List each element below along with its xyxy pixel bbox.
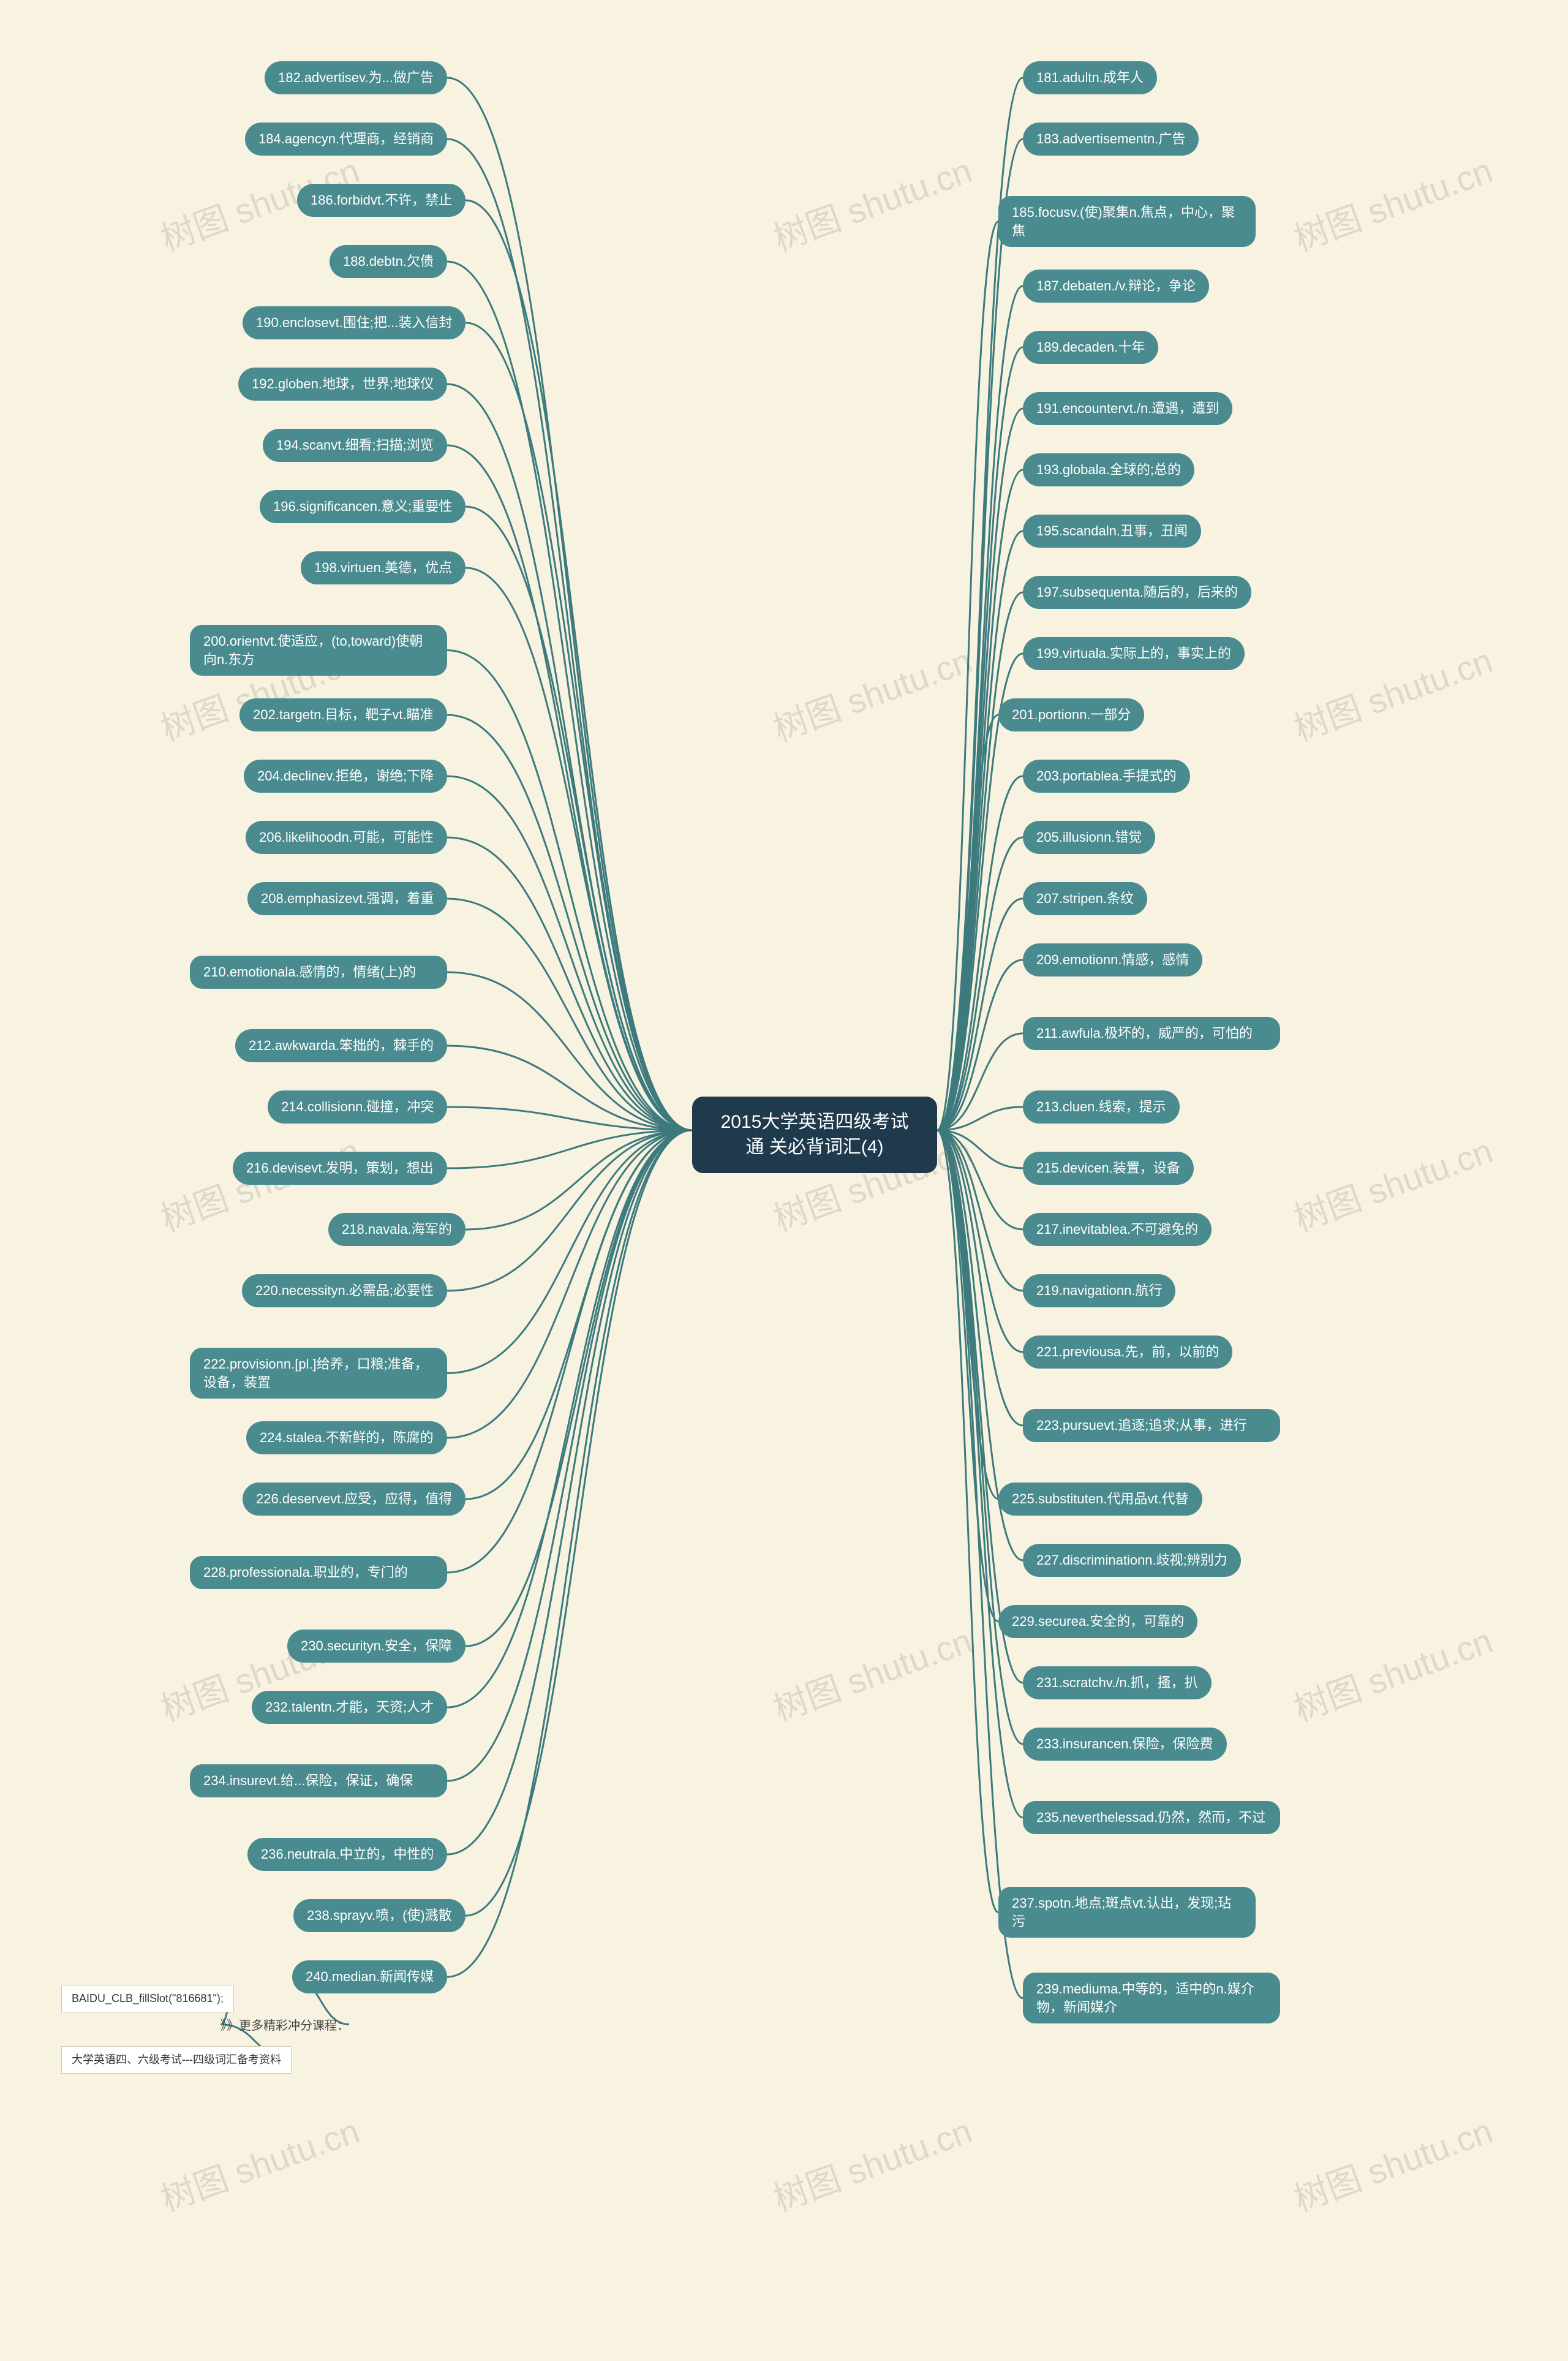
center-node: 2015大学英语四级考试通 关必背词汇(4) bbox=[692, 1097, 937, 1173]
edges-layer bbox=[0, 0, 1568, 2361]
left-node: 194.scanvt.细看;扫描;浏览 bbox=[263, 429, 447, 462]
left-node: 182.advertisev.为...做广告 bbox=[265, 61, 447, 94]
watermark: 树图 shutu.cn bbox=[766, 1614, 978, 1731]
right-node: 189.decaden.十年 bbox=[1023, 331, 1158, 364]
right-node: 205.illusionn.错觉 bbox=[1023, 821, 1155, 854]
left-node: 234.insurevt.给...保险，保证，确保 bbox=[190, 1764, 447, 1797]
left-node: 208.emphasizevt.强调，着重 bbox=[247, 882, 447, 915]
right-node: 199.virtuala.实际上的，事实上的 bbox=[1023, 637, 1245, 670]
right-node: 237.spotn.地点;斑点vt.认出，发现;玷污 bbox=[998, 1887, 1256, 1938]
right-node: 225.substituten.代用品vt.代替 bbox=[998, 1483, 1202, 1516]
left-node: 212.awkwarda.笨拙的，棘手的 bbox=[235, 1029, 447, 1062]
left-node: 220.necessityn.必需品;必要性 bbox=[242, 1274, 447, 1307]
left-node: 224.stalea.不新鲜的，陈腐的 bbox=[246, 1421, 447, 1454]
watermark: 树图 shutu.cn bbox=[153, 2104, 366, 2221]
left-node: 206.likelihoodn.可能，可能性 bbox=[246, 821, 447, 854]
left-node: 210.emotionala.感情的，情绪(上)的 bbox=[190, 956, 447, 989]
right-node: 193.globala.全球的;总的 bbox=[1023, 453, 1194, 486]
right-node: 239.mediuma.中等的，适中的n.媒介物，新闻媒介 bbox=[1023, 1973, 1280, 2023]
right-node: 207.stripen.条纹 bbox=[1023, 882, 1147, 915]
right-node: 201.portionn.一部分 bbox=[998, 698, 1144, 731]
right-node: 187.debaten./v.辩论，争论 bbox=[1023, 270, 1209, 303]
watermark: 树图 shutu.cn bbox=[1286, 143, 1499, 261]
watermark: 树图 shutu.cn bbox=[766, 2104, 978, 2221]
tail-sub-item: 大学英语四、六级考试---四级词汇备考资料 bbox=[61, 2046, 292, 2074]
right-node: 209.emotionn.情感，感情 bbox=[1023, 943, 1202, 977]
right-node: 221.previousa.先，前，以前的 bbox=[1023, 1335, 1232, 1369]
left-node: 198.virtuen.美德，优点 bbox=[301, 551, 466, 584]
left-node: 216.devisevt.发明，策划，想出 bbox=[233, 1152, 447, 1185]
tail-bridge-label: 》》更多精彩冲分课程： bbox=[221, 2015, 349, 2033]
left-node: 226.deservevt.应受，应得，值得 bbox=[243, 1483, 466, 1516]
mindmap-stage: 树图 shutu.cn 树图 shutu.cn 树图 shutu.cn 树图 shut… bbox=[0, 0, 1568, 2361]
right-node: 235.neverthelessad.仍然，然而，不过 bbox=[1023, 1801, 1280, 1834]
right-node: 227.discriminationn.歧视;辨别力 bbox=[1023, 1544, 1241, 1577]
right-node: 231.scratchv./n.抓，搔，扒 bbox=[1023, 1666, 1212, 1699]
left-node: 188.debtn.欠债 bbox=[330, 245, 447, 278]
left-node: 200.orientvt.使适应，(to,toward)使朝向n.东方 bbox=[190, 625, 447, 676]
right-node: 185.focusv.(使)聚集n.焦点，中心，聚焦 bbox=[998, 196, 1256, 247]
left-node: 196.significancen.意义;重要性 bbox=[260, 490, 466, 523]
left-node: 238.sprayv.喷，(使)溅散 bbox=[293, 1899, 466, 1932]
right-node: 191.encountervt./n.遭遇，遭到 bbox=[1023, 392, 1232, 425]
left-node: 214.collisionn.碰撞，冲突 bbox=[268, 1090, 447, 1124]
right-node: 219.navigationn.航行 bbox=[1023, 1274, 1175, 1307]
right-node: 211.awfula.极坏的，威严的，可怕的 bbox=[1023, 1017, 1280, 1050]
tail-sub-item: BAIDU_CLB_fillSlot("816681"); bbox=[61, 1985, 234, 2012]
left-node: 240.median.新闻传媒 bbox=[292, 1960, 447, 1993]
right-node: 197.subsequenta.随后的，后来的 bbox=[1023, 576, 1251, 609]
right-node: 229.securea.安全的，可靠的 bbox=[998, 1605, 1197, 1638]
left-node: 190.enclosevt.围住;把...装入信封 bbox=[243, 306, 466, 339]
left-node: 202.targetn.目标，靶子vt.瞄准 bbox=[239, 698, 447, 731]
watermark: 树图 shutu.cn bbox=[1286, 1614, 1499, 1731]
right-node: 195.scandaln.丑事，丑闻 bbox=[1023, 515, 1201, 548]
right-node: 233.insurancen.保险，保险费 bbox=[1023, 1728, 1227, 1761]
right-node: 183.advertisementn.广告 bbox=[1023, 123, 1199, 156]
left-node: 232.talentn.才能，天资;人才 bbox=[252, 1691, 447, 1724]
right-node: 181.adultn.成年人 bbox=[1023, 61, 1157, 94]
watermark: 树图 shutu.cn bbox=[766, 633, 978, 751]
watermark: 树图 shutu.cn bbox=[1286, 2104, 1499, 2221]
left-node: 222.provisionn.[pl.]给养，口粮;准备，设备，装置 bbox=[190, 1348, 447, 1399]
left-node: 230.securityn.安全，保障 bbox=[287, 1630, 466, 1663]
left-node: 204.declinev.拒绝，谢绝;下降 bbox=[244, 760, 447, 793]
watermark: 树图 shutu.cn bbox=[1286, 1124, 1499, 1241]
right-node: 213.cluen.线索，提示 bbox=[1023, 1090, 1180, 1124]
right-node: 223.pursuevt.追逐;追求;从事，进行 bbox=[1023, 1409, 1280, 1442]
right-node: 217.inevitablea.不可避免的 bbox=[1023, 1213, 1212, 1246]
left-node: 218.navala.海军的 bbox=[328, 1213, 466, 1246]
left-node: 184.agencyn.代理商，经销商 bbox=[245, 123, 447, 156]
right-node: 215.devicen.装置，设备 bbox=[1023, 1152, 1194, 1185]
watermark: 树图 shutu.cn bbox=[1286, 633, 1499, 751]
left-node: 192.globen.地球，世界;地球仪 bbox=[238, 368, 447, 401]
right-node: 203.portablea.手提式的 bbox=[1023, 760, 1190, 793]
left-node: 236.neutrala.中立的，中性的 bbox=[247, 1838, 447, 1871]
left-node: 186.forbidvt.不许，禁止 bbox=[297, 184, 466, 217]
watermark: 树图 shutu.cn bbox=[766, 143, 978, 261]
left-node: 228.professionala.职业的，专门的 bbox=[190, 1556, 447, 1589]
